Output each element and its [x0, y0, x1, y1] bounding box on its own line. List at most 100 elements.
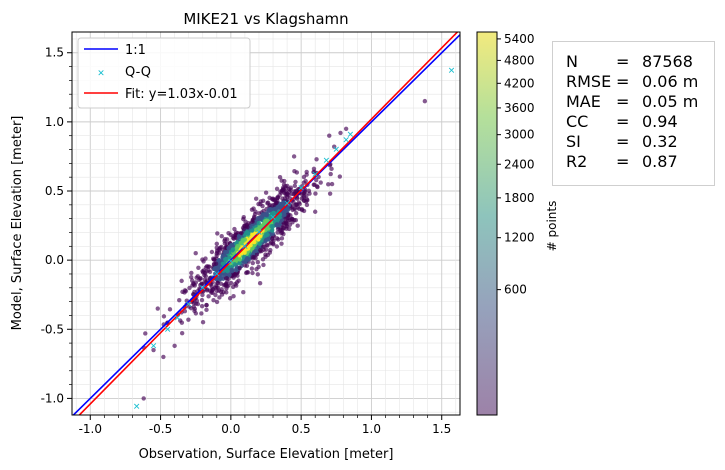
data-point — [200, 292, 205, 298]
stat-eq: = — [616, 72, 630, 91]
data-point — [178, 318, 183, 323]
data-point — [143, 331, 148, 336]
outlier-point — [313, 209, 318, 214]
stat-eq: = — [616, 52, 630, 71]
qq-point: ✕ — [323, 157, 331, 167]
data-point — [230, 247, 236, 252]
data-point — [260, 198, 266, 203]
data-point — [177, 297, 182, 303]
outlier-point — [277, 174, 283, 180]
stat-key: N — [566, 52, 578, 71]
qq-point: ✕ — [347, 130, 355, 140]
qq-point: ✕ — [213, 270, 221, 280]
data-point — [292, 183, 298, 189]
x-tick-label: 1.5 — [432, 422, 451, 436]
colorbar-tick-label: 3600 — [504, 101, 535, 115]
data-point — [326, 182, 331, 187]
data-point — [209, 249, 215, 255]
data-point — [245, 231, 251, 236]
data-point — [250, 260, 256, 266]
data-point — [250, 270, 255, 276]
data-point — [262, 219, 268, 224]
x-axis-label: Observation, Surface Elevation [meter] — [139, 447, 394, 462]
data-point — [226, 245, 231, 251]
data-point — [264, 237, 269, 242]
data-point — [179, 330, 185, 336]
legend-label-qq: Q-Q — [125, 65, 151, 80]
data-point — [263, 190, 269, 195]
data-point — [261, 262, 266, 268]
data-point — [231, 294, 236, 299]
y-tick-label: 1.0 — [45, 115, 64, 129]
qq-point: ✕ — [199, 284, 207, 294]
stat-key: R2 — [566, 152, 588, 171]
stat-row-si: SI = 0.32 — [566, 132, 678, 152]
data-point — [189, 274, 194, 280]
data-point — [293, 210, 299, 216]
data-point — [292, 169, 297, 174]
data-point — [292, 189, 297, 194]
data-point — [167, 307, 173, 312]
stat-row-mae: MAE = 0.05 m — [566, 92, 698, 112]
data-point — [279, 241, 284, 246]
data-point — [197, 277, 202, 283]
data-point — [257, 241, 262, 247]
data-point — [280, 227, 285, 233]
data-point — [255, 272, 260, 277]
data-point — [269, 196, 275, 202]
data-point — [253, 227, 259, 232]
data-point — [263, 254, 268, 260]
data-point — [245, 224, 250, 230]
data-point — [196, 265, 201, 271]
data-point — [207, 269, 213, 275]
data-point — [191, 301, 197, 306]
data-point — [232, 226, 237, 232]
stat-row-cc: CC = 0.94 — [566, 112, 678, 132]
data-point — [224, 281, 229, 286]
data-point — [219, 287, 224, 292]
data-point — [293, 202, 298, 207]
data-point — [200, 319, 206, 325]
qq-point: ✕ — [164, 325, 172, 335]
data-point — [219, 233, 224, 239]
data-point — [250, 254, 256, 260]
data-point — [233, 230, 239, 235]
data-point — [206, 294, 211, 299]
data-point — [282, 212, 287, 218]
data-point — [242, 250, 247, 255]
data-point — [265, 200, 271, 205]
data-point — [292, 206, 297, 211]
data-point — [264, 213, 269, 218]
data-point — [302, 198, 307, 203]
outlier-point — [141, 396, 146, 401]
data-point — [293, 218, 299, 223]
data-point — [279, 236, 285, 241]
colorbar-tick-label: 1800 — [504, 191, 535, 205]
data-point — [236, 278, 241, 283]
data-point — [304, 202, 310, 208]
data-point — [237, 234, 242, 240]
data-point — [237, 260, 242, 265]
stat-row-n: N = 87568 — [566, 52, 693, 72]
outlier-point — [172, 343, 177, 349]
outlier-point — [291, 154, 297, 159]
data-point — [191, 282, 196, 287]
data-point — [212, 266, 218, 272]
data-point — [258, 247, 263, 253]
data-point — [301, 180, 307, 185]
data-point — [192, 289, 197, 295]
statistics-box: N = 87568 RMSE = 0.06 m MAE = 0.05 m CC = 0.94 S… — [552, 41, 715, 186]
data-point — [224, 290, 229, 295]
y-axis-label: Model, Surface Elevation [meter] — [10, 116, 25, 331]
data-point — [214, 241, 220, 247]
data-point — [315, 184, 320, 190]
data-point — [279, 178, 284, 183]
data-point — [250, 219, 255, 224]
qq-point: ✕ — [227, 258, 235, 268]
data-point — [235, 273, 240, 278]
data-point — [313, 191, 318, 196]
y-tick-label: -1.0 — [41, 391, 64, 405]
data-point — [306, 188, 312, 194]
data-point — [231, 236, 236, 241]
data-point — [301, 191, 306, 196]
